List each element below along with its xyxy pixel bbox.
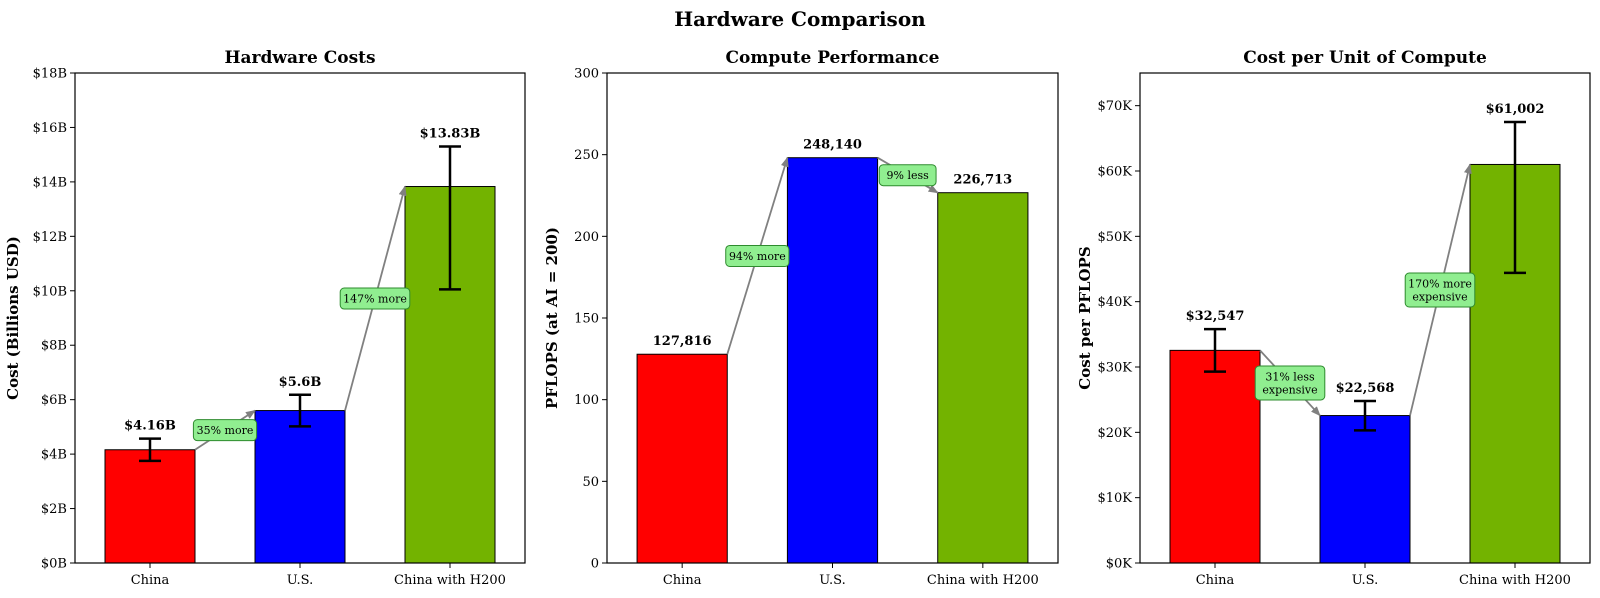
annotation-box	[1404, 272, 1476, 308]
panel-2: Compute Performance PFLOPS (at AI = 200) 0…	[543, 48, 1059, 588]
y-tick-label: $16B	[33, 121, 67, 136]
value-label: $61,002	[1486, 102, 1545, 117]
y-tick-label: $6B	[41, 393, 67, 408]
value-label: $32,547	[1186, 309, 1245, 324]
y-tick-label: $0K	[1106, 557, 1133, 572]
y-tick-label: $2B	[41, 502, 67, 517]
panel-title: Hardware Costs	[224, 48, 375, 68]
y-tick-label: $14B	[33, 175, 67, 190]
bar-china-with-h200	[937, 192, 1029, 564]
plot-frame	[74, 72, 526, 564]
y-tick-label: $8B	[41, 339, 67, 354]
x-tick-label: U.S.	[819, 573, 845, 588]
bar-china	[1169, 349, 1261, 564]
y-tick-label: $12B	[33, 230, 67, 245]
x-tick-label: U.S.	[287, 573, 313, 588]
figure-title: Hardware Comparison	[674, 7, 926, 31]
panel-1: Hardware Costs Cost (Billions USD) $0B $2B $…	[4, 48, 526, 588]
y-tick-label: 150	[574, 312, 599, 327]
y-tick-label: $10K	[1097, 491, 1132, 506]
y-tick-label: $70K	[1097, 99, 1132, 114]
value-label: 127,816	[653, 334, 712, 349]
bar-u-s-	[786, 157, 879, 564]
annotation-box	[339, 287, 411, 310]
annotation-box	[878, 164, 937, 187]
y-tick-label: $0B	[41, 557, 67, 572]
y-tick-label: $30K	[1097, 361, 1132, 376]
annotation-text: 170% more	[1408, 278, 1472, 291]
y-tick-label: $50K	[1097, 230, 1132, 245]
y-tick-label: $40K	[1097, 295, 1132, 310]
y-axis-label: Cost per PFLOPS	[1076, 246, 1094, 389]
x-tick-label: China	[663, 573, 702, 588]
value-label: $22,568	[1336, 381, 1395, 396]
annotation-text: 147% more	[343, 293, 407, 306]
y-tick-label: $60K	[1097, 165, 1132, 180]
x-tick-label: China with H200	[927, 573, 1039, 588]
annotation-text: expensive	[1412, 291, 1467, 304]
annotation-text: 9% less	[887, 169, 930, 182]
value-label: $4.16B	[124, 419, 176, 434]
annotation-box	[725, 244, 790, 267]
value-label: 226,713	[953, 173, 1012, 188]
y-axis-label: PFLOPS (at AI = 200)	[543, 227, 561, 409]
y-tick-label: 100	[574, 393, 599, 408]
y-tick-label: $20K	[1097, 426, 1132, 441]
panel-title: Compute Performance	[726, 48, 940, 68]
x-tick-label: China with H200	[394, 573, 506, 588]
plot-frame	[1139, 72, 1591, 564]
bar-u-s-	[254, 410, 346, 564]
annotation-text: expensive	[1262, 383, 1317, 396]
bar-china	[636, 353, 728, 564]
value-label: $5.6B	[279, 375, 322, 390]
panel-title: Cost per Unit of Compute	[1243, 48, 1487, 68]
y-tick-label: $4B	[41, 448, 67, 463]
y-tick-label: 50	[582, 475, 599, 490]
bar-china	[104, 449, 196, 564]
y-tick-label: 250	[574, 148, 599, 163]
annotation-box	[1254, 365, 1326, 401]
annotation-text: 94% more	[729, 250, 786, 263]
y-tick-label: 0	[591, 557, 599, 572]
y-tick-label: 200	[574, 230, 599, 245]
annotation-text: 35% more	[197, 424, 254, 437]
x-tick-label: China	[1196, 573, 1235, 588]
plot-frame	[606, 72, 1059, 564]
bar-u-s-	[1319, 415, 1411, 564]
value-label: $13.83B	[420, 127, 481, 142]
x-tick-label: U.S.	[1352, 573, 1378, 588]
y-tick-label: $10B	[33, 284, 67, 299]
y-axis-label: Cost (Billions USD)	[4, 236, 22, 400]
y-tick-label: 300	[574, 67, 599, 82]
y-tick-label: $18B	[33, 67, 67, 82]
x-tick-label: China with H200	[1459, 573, 1571, 588]
annotation-box	[192, 419, 258, 442]
annotation-text: 31% less	[1265, 370, 1315, 383]
value-label: 248,140	[803, 138, 862, 153]
x-tick-label: China	[131, 573, 170, 588]
